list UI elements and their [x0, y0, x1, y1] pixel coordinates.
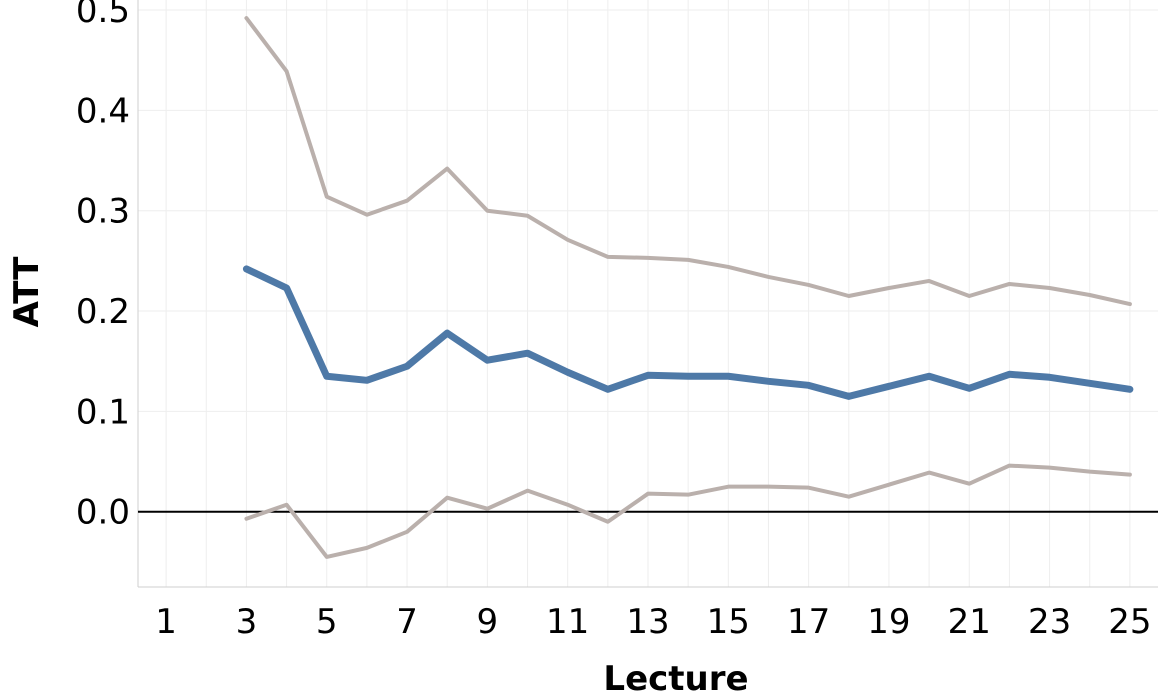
y-tick-label: 0.3: [76, 192, 130, 232]
y-tick-label: 0.1: [76, 392, 130, 432]
x-axis-title: Lecture: [603, 659, 748, 698]
x-tick-label: 13: [626, 602, 669, 642]
y-tick-label: 0.5: [76, 0, 130, 31]
x-tick-label: 21: [948, 602, 991, 642]
y-tick-label: 0.4: [76, 91, 130, 131]
x-tick-label: 25: [1108, 602, 1151, 642]
x-tick-label: 19: [867, 602, 910, 642]
series-lines: [242, 16, 1134, 559]
series-line-upper-bound: [244, 16, 1132, 307]
x-tick-label: 1: [155, 602, 177, 642]
series-line-lower-bound: [244, 463, 1132, 559]
x-tick-label: 7: [396, 602, 418, 642]
x-tick-labels: 1 3 5 7 9 11 13 15 17 19 21 23 25: [155, 602, 1151, 642]
y-tick-labels: 0.0 0.1 0.2 0.3 0.4 0.5: [76, 0, 130, 533]
y-axis-title: ATT: [7, 256, 47, 328]
x-tick-label: 17: [787, 602, 830, 642]
x-tick-label: 3: [236, 602, 258, 642]
x-tick-label: 11: [546, 602, 589, 642]
x-tick-label: 23: [1028, 602, 1071, 642]
x-tick-label: 5: [316, 602, 338, 642]
x-tick-label: 9: [477, 602, 499, 642]
plot-frame: [137, 0, 1158, 588]
series-line-estimate: [242, 265, 1134, 400]
y-tick-label: 0.0: [76, 493, 130, 533]
gridlines: [138, 0, 1158, 587]
x-tick-label: 15: [707, 602, 750, 642]
y-tick-label: 0.2: [76, 292, 130, 332]
